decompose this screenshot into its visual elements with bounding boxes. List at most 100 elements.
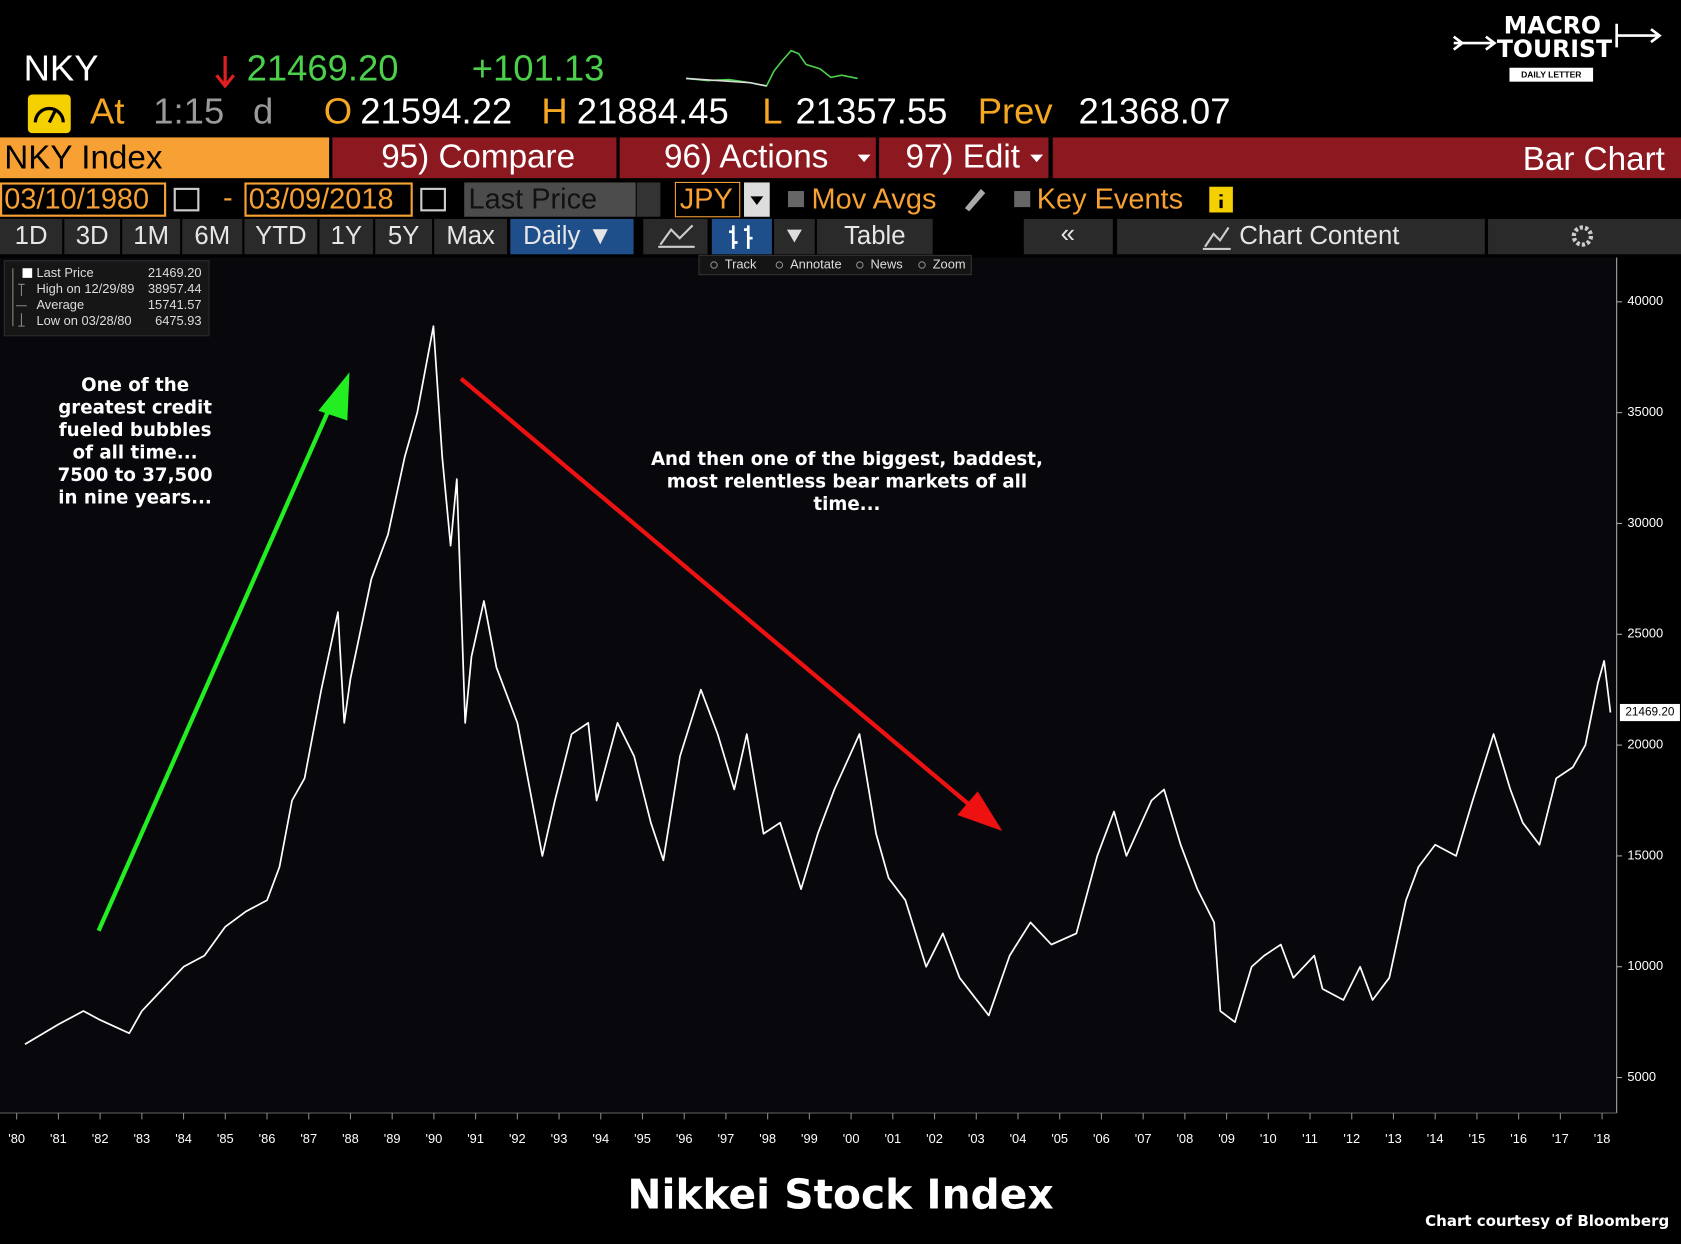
compare-button[interactable] bbox=[332, 137, 617, 179]
period-button[interactable] bbox=[0, 218, 63, 255]
table[interactable]: Table bbox=[844, 222, 905, 250]
period-label[interactable]: 1Y bbox=[331, 222, 362, 250]
prev-label: Prev bbox=[978, 90, 1054, 131]
chart-type[interactable]: Bar Chart bbox=[1523, 141, 1665, 178]
field[interactable]: Last Price bbox=[468, 183, 597, 215]
chart-type-box[interactable] bbox=[1052, 137, 1681, 179]
period-button[interactable] bbox=[319, 218, 374, 255]
key-events[interactable]: Key Events bbox=[1037, 183, 1183, 215]
period-button[interactable] bbox=[434, 218, 508, 255]
x-tick-label: '04 bbox=[1010, 1131, 1027, 1146]
x-tick-label: '12 bbox=[1343, 1131, 1360, 1146]
currency[interactable]: JPY bbox=[680, 183, 733, 215]
logo-band bbox=[1509, 67, 1594, 82]
last-price-label: 21469.20 bbox=[1625, 706, 1675, 719]
collapse[interactable]: « bbox=[1061, 220, 1075, 248]
ticker: NKY bbox=[24, 48, 99, 89]
period-buttons: 1D 3D 1M 6M YTD 1Y 5Y Max bbox=[0, 218, 508, 255]
end-date[interactable]: 03/09/2018 bbox=[249, 183, 394, 215]
high-label: H bbox=[541, 90, 567, 131]
x-tick-label: '09 bbox=[1218, 1131, 1235, 1146]
bar-tool[interactable] bbox=[711, 218, 772, 255]
currency-box[interactable] bbox=[674, 181, 741, 218]
checkbox[interactable] bbox=[787, 191, 805, 208]
tool-label[interactable]: Annotate bbox=[790, 256, 841, 271]
tool-strip-items: Track Annotate News Zoom bbox=[710, 256, 966, 271]
x-tick-label: '92 bbox=[509, 1131, 526, 1146]
x-tick-label: '91 bbox=[467, 1131, 484, 1146]
up-arrowhead bbox=[318, 372, 350, 421]
start-date[interactable]: 03/10/1980 bbox=[4, 183, 149, 215]
frequency[interactable]: Daily ▼ bbox=[523, 222, 613, 250]
period-label[interactable]: 5Y bbox=[388, 222, 419, 250]
settings-button[interactable] bbox=[1488, 218, 1681, 255]
x-tick-label: '11 bbox=[1302, 1131, 1318, 1146]
security-box[interactable] bbox=[0, 137, 330, 179]
logo-arrows bbox=[1452, 23, 1662, 51]
collapse-button[interactable] bbox=[1023, 218, 1113, 255]
chart-content-button[interactable] bbox=[1117, 218, 1485, 255]
x-tick-label: '03 bbox=[968, 1131, 985, 1146]
period-button[interactable] bbox=[182, 218, 243, 255]
period-button[interactable] bbox=[122, 218, 181, 255]
tool-strip bbox=[698, 254, 972, 276]
mov-avgs[interactable]: Mov Avgs bbox=[812, 183, 937, 215]
legend-value: 6475.93 bbox=[155, 313, 201, 328]
period-label[interactable]: Max bbox=[446, 222, 495, 250]
period-label[interactable]: 3D bbox=[76, 222, 109, 250]
line-tool[interactable] bbox=[643, 218, 708, 255]
calendar-icon[interactable] bbox=[420, 187, 446, 212]
gauge-needle bbox=[33, 106, 65, 124]
period-button[interactable] bbox=[375, 218, 433, 255]
x-tick-label: '16 bbox=[1510, 1131, 1527, 1146]
legend-value: 21469.20 bbox=[148, 265, 202, 280]
annotation: And then one of the biggest, baddest, bbox=[651, 449, 1043, 470]
x-tick-label: '88 bbox=[342, 1131, 359, 1146]
start-date-box[interactable] bbox=[0, 182, 167, 217]
compare[interactable]: 95) Compare bbox=[381, 139, 575, 176]
at-label: At bbox=[90, 90, 124, 131]
x-tick-label: '85 bbox=[217, 1131, 234, 1146]
period-label[interactable]: 1D bbox=[15, 222, 48, 250]
chart-content[interactable]: Chart Content bbox=[1239, 222, 1399, 250]
tool-label[interactable]: Track bbox=[725, 256, 757, 271]
checkbox[interactable] bbox=[1014, 191, 1031, 208]
security[interactable]: NKY Index bbox=[4, 140, 163, 177]
period-label[interactable]: YTD bbox=[255, 222, 306, 250]
x-tick-label: '80 bbox=[8, 1131, 25, 1146]
x-tick-label: '07 bbox=[1135, 1131, 1152, 1146]
period-button[interactable] bbox=[64, 218, 121, 255]
legend-swatch bbox=[22, 268, 33, 278]
actions-button[interactable] bbox=[619, 137, 876, 179]
x-tick-label: '84 bbox=[175, 1131, 192, 1146]
frequency-button[interactable] bbox=[510, 218, 634, 255]
chart: 5000 10000 15000 20000 25000 30000 35000 40000 '… bbox=[8, 281, 1680, 1146]
annotation: fueled bubbles bbox=[59, 420, 212, 441]
field-dropdown[interactable] bbox=[636, 182, 661, 217]
pencil-icon[interactable] bbox=[964, 188, 986, 212]
legend-box bbox=[3, 260, 210, 337]
annotation: of all time... bbox=[73, 443, 198, 464]
edit-button[interactable] bbox=[879, 137, 1049, 179]
x-tick-label: '96 bbox=[676, 1131, 693, 1146]
period-label[interactable]: 1M bbox=[133, 222, 169, 250]
period-button[interactable] bbox=[244, 218, 318, 255]
end-date-box[interactable] bbox=[244, 182, 413, 217]
tool-label[interactable]: Zoom bbox=[933, 256, 966, 271]
field-box[interactable] bbox=[464, 182, 636, 217]
legend-label: Average bbox=[36, 297, 84, 312]
change: +101.13 bbox=[472, 48, 605, 89]
annotation: most relentless bear markets of all bbox=[667, 472, 1027, 493]
x-tick-label: '94 bbox=[592, 1131, 609, 1146]
calendar-icon[interactable] bbox=[173, 187, 200, 212]
table-button[interactable] bbox=[816, 218, 933, 255]
legend-label: High on 12/29/89 bbox=[36, 281, 134, 296]
period-label[interactable]: 6M bbox=[194, 222, 230, 250]
edit[interactable]: 97) Edit bbox=[905, 139, 1019, 176]
x-tick-label: '93 bbox=[551, 1131, 568, 1146]
tool-label[interactable]: News bbox=[871, 256, 903, 271]
actions[interactable]: 96) Actions bbox=[664, 139, 828, 176]
y-tick-label: 20000 bbox=[1627, 736, 1663, 751]
plot-background bbox=[0, 257, 1617, 1114]
